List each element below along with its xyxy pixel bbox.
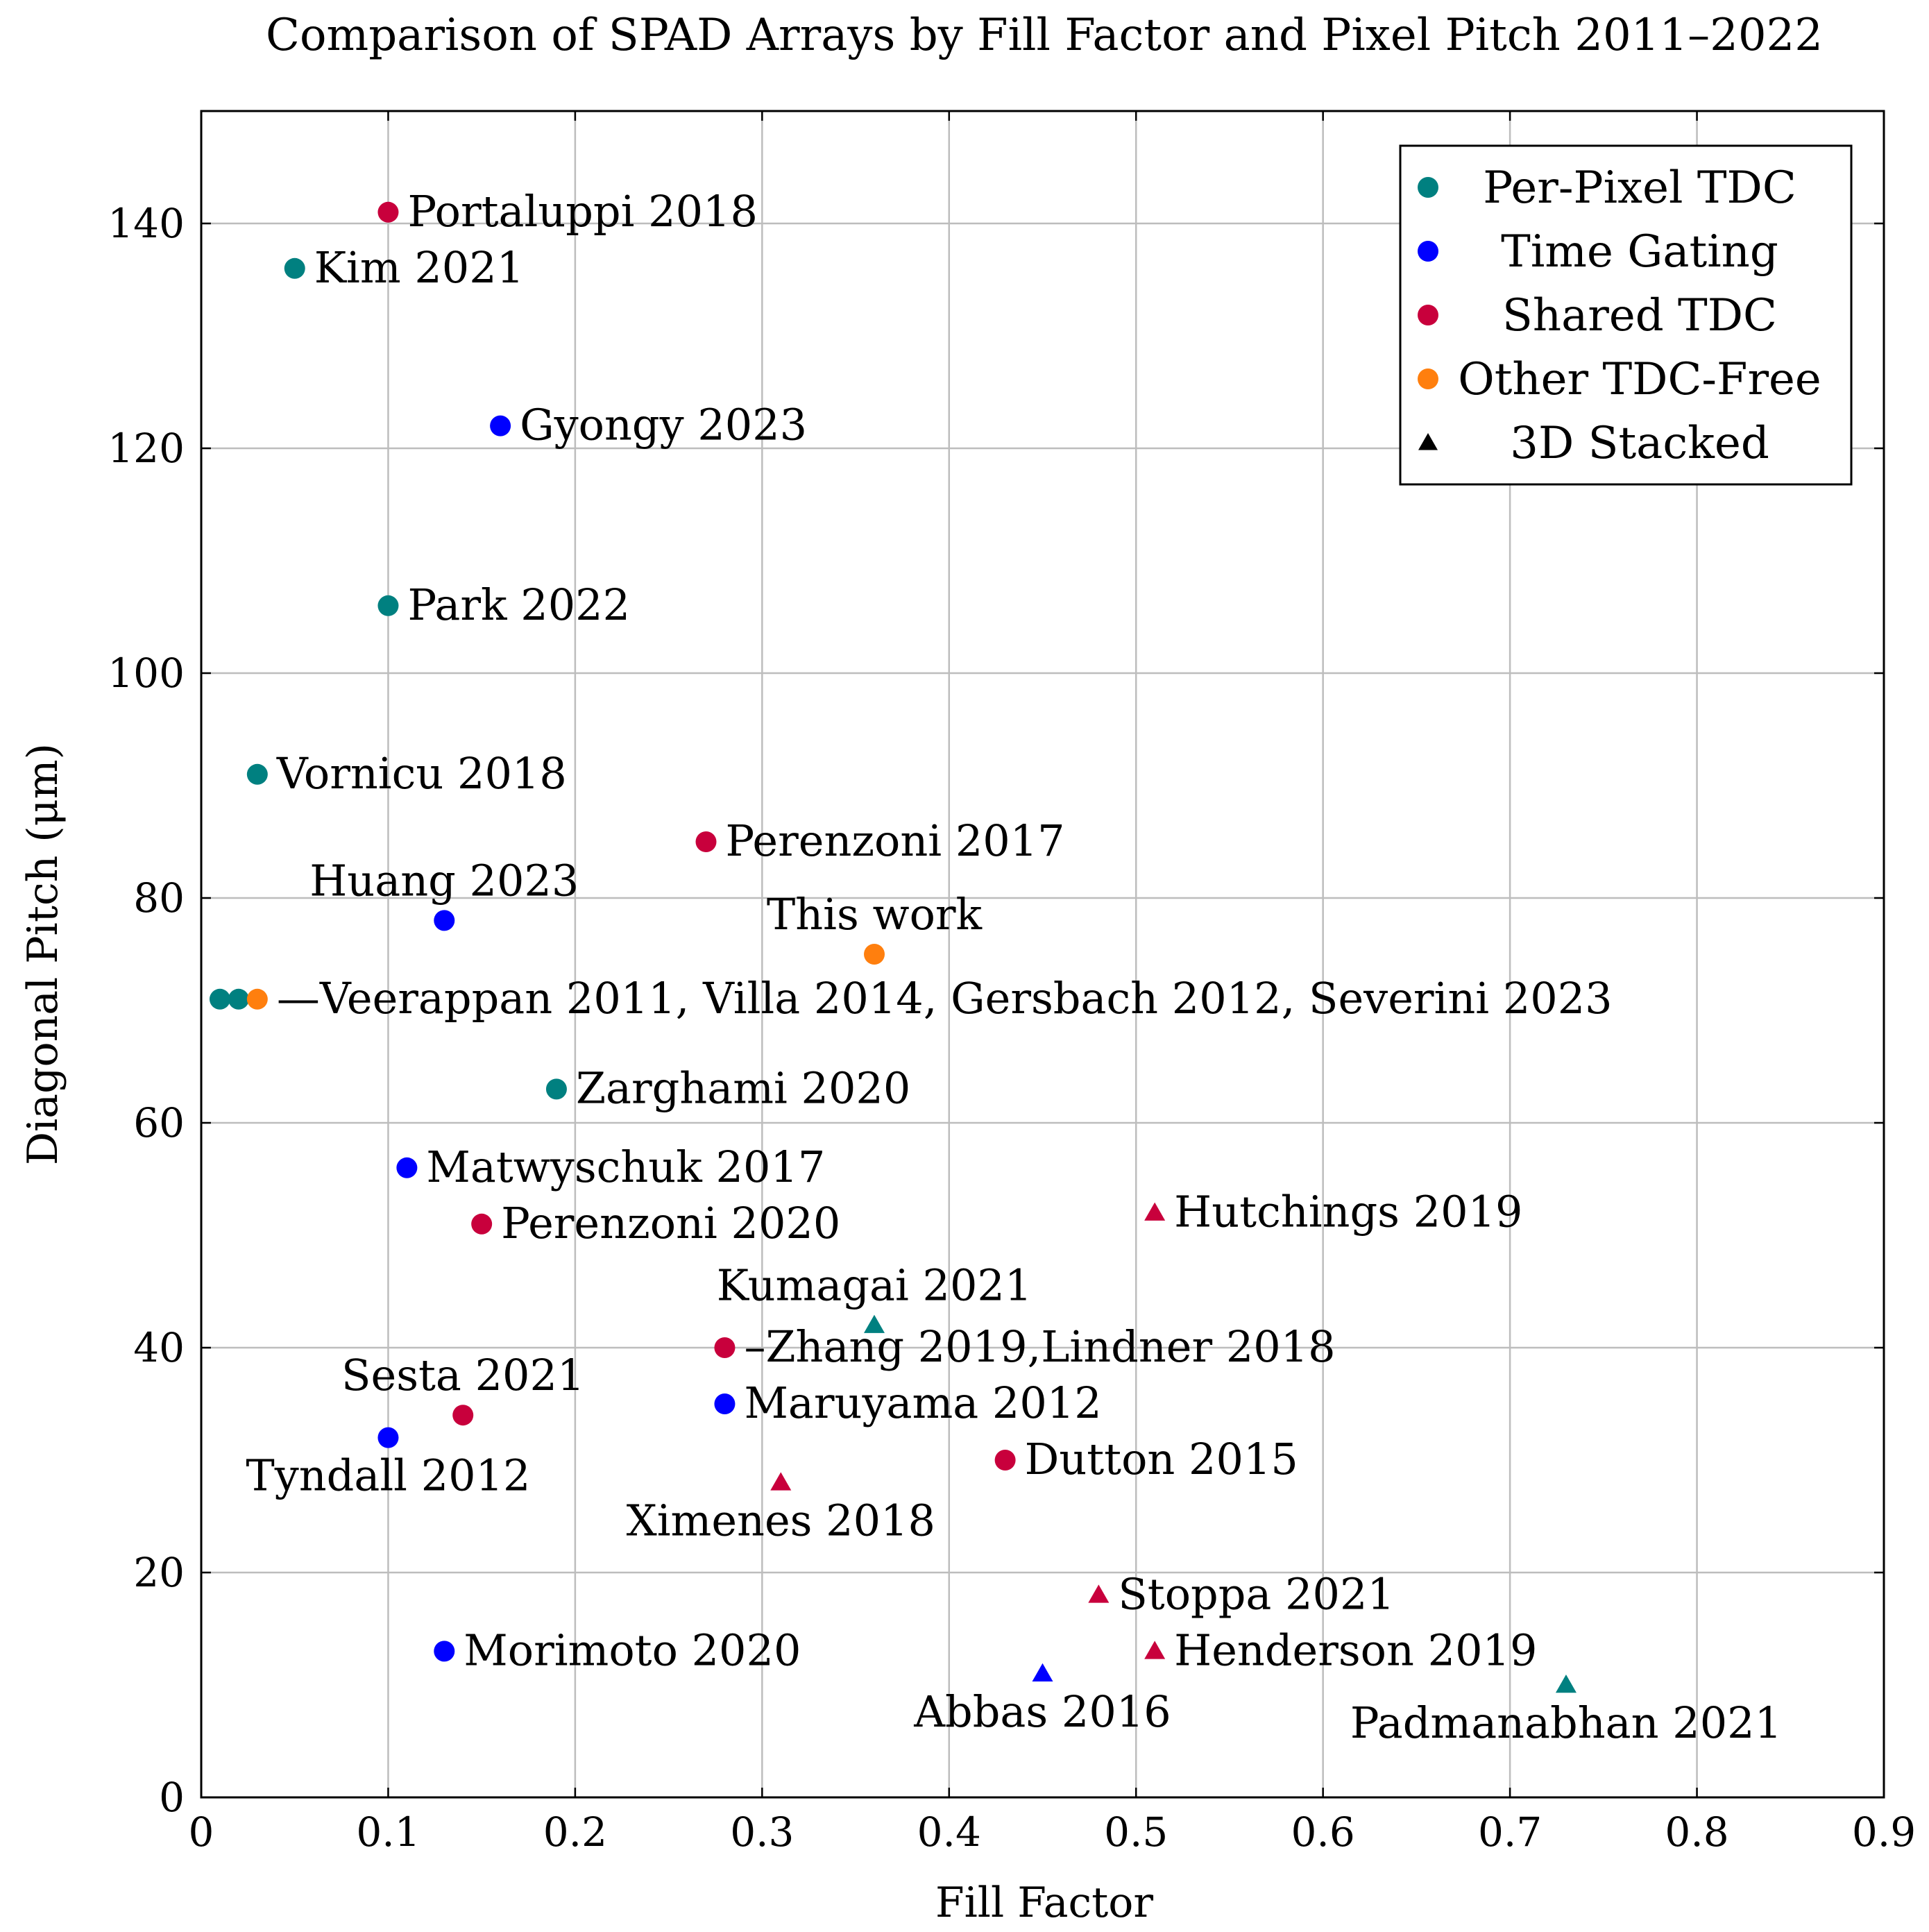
point-label: Dutton 2015 bbox=[1025, 1434, 1298, 1484]
point-label: Matwyschuk 2017 bbox=[426, 1142, 825, 1192]
point-label: Morimoto 2020 bbox=[464, 1625, 801, 1675]
legend-label: Shared TDC bbox=[1502, 290, 1777, 341]
point-marker bbox=[377, 201, 399, 223]
point-label: Portaluppi 2018 bbox=[407, 186, 758, 237]
plot-frame bbox=[200, 110, 1885, 1799]
y-tick-label: 100 bbox=[108, 650, 185, 697]
point-marker bbox=[471, 1213, 493, 1235]
y-tick-label: 120 bbox=[108, 425, 185, 472]
stacked-point-marker bbox=[1144, 1641, 1166, 1659]
point-label: Maruyama 2012 bbox=[744, 1378, 1101, 1428]
legend: Per-Pixel TDC Time Gating Shared TDC Other … bbox=[1399, 144, 1853, 486]
point-label: –Zhang 2019,Lindner 2018 bbox=[744, 1321, 1335, 1372]
y-tick-label: 20 bbox=[133, 1549, 185, 1596]
point-marker bbox=[246, 988, 268, 1010]
legend-box bbox=[1399, 144, 1853, 486]
x-tick-label: 0.8 bbox=[1665, 1808, 1728, 1856]
point-label: Zarghami 2020 bbox=[576, 1062, 910, 1113]
point-marker bbox=[695, 831, 717, 852]
point-label: Sesta 2021 bbox=[341, 1350, 584, 1400]
point-marker bbox=[490, 415, 511, 437]
point-label: Tyndall 2012 bbox=[246, 1450, 530, 1501]
point-marker bbox=[209, 988, 230, 1010]
point-label: Gyongy 2023 bbox=[520, 400, 807, 450]
point-label: Henderson 2019 bbox=[1174, 1625, 1537, 1675]
point-marker bbox=[228, 988, 249, 1010]
legend-marker bbox=[1418, 368, 1438, 389]
legend-label: Per-Pixel TDC bbox=[1483, 162, 1796, 214]
point-marker bbox=[434, 1641, 455, 1662]
stacked-point-marker bbox=[864, 1314, 885, 1333]
point-marker bbox=[377, 1427, 399, 1448]
stacked-point-marker bbox=[1088, 1584, 1110, 1603]
x-tick-label: 0.7 bbox=[1478, 1808, 1542, 1856]
y-tick-label: 60 bbox=[133, 1099, 185, 1146]
point-marker bbox=[434, 910, 455, 931]
point-label: Huang 2023 bbox=[309, 855, 579, 906]
stacked-point-marker bbox=[1144, 1202, 1166, 1221]
stacked-point-marker bbox=[770, 1472, 792, 1491]
axis-ticks: 0 0.1 0.2 0.3 0.4 0.5 0.6 0.7 0.8 0.9 0 20 40 60 80 100… bbox=[108, 111, 1916, 1856]
point-label: Padmanabhan 2021 bbox=[1350, 1697, 1782, 1748]
point-label: Vornicu 2018 bbox=[276, 748, 567, 799]
chart-title: Comparison of SPAD Arrays by Fill Factor… bbox=[266, 10, 1823, 61]
y-axis-label: Diagonal Pitch (μm) bbox=[19, 743, 67, 1165]
point-label: Kumagai 2021 bbox=[717, 1260, 1033, 1311]
x-tick-label: 0.1 bbox=[356, 1808, 420, 1856]
point-label: Ximenes 2018 bbox=[627, 1495, 935, 1545]
x-axis-label: Fill Factor bbox=[935, 1879, 1153, 1927]
legend-label: 3D Stacked bbox=[1510, 418, 1769, 469]
point-marker bbox=[246, 763, 268, 785]
point-label: This work bbox=[767, 889, 983, 940]
point-marker bbox=[714, 1393, 736, 1414]
x-tick-label: 0.3 bbox=[730, 1808, 794, 1856]
point-label: Perenzoni 2020 bbox=[501, 1198, 840, 1248]
x-tick-label: 0.5 bbox=[1104, 1808, 1168, 1856]
y-tick-label: 40 bbox=[133, 1324, 185, 1371]
point-marker bbox=[994, 1450, 1016, 1471]
point-marker bbox=[284, 257, 305, 279]
point-label: Stoppa 2021 bbox=[1118, 1568, 1395, 1619]
point-label: Perenzoni 2017 bbox=[726, 815, 1065, 866]
point-marker bbox=[377, 595, 399, 616]
point-marker bbox=[452, 1405, 474, 1426]
point-label: —Veerappan 2011, Villa 2014, Gersbach 20… bbox=[277, 973, 1613, 1024]
point-label: Park 2022 bbox=[407, 579, 630, 630]
legend-marker bbox=[1418, 177, 1438, 198]
point-marker bbox=[396, 1157, 418, 1178]
point-marker bbox=[714, 1337, 736, 1358]
point-label: Hutchings 2019 bbox=[1174, 1187, 1522, 1237]
point-marker bbox=[545, 1078, 567, 1100]
stacked-point-marker bbox=[1032, 1663, 1053, 1682]
legend-label: Other TDC-Free bbox=[1458, 354, 1821, 405]
x-tick-label: 0.9 bbox=[1852, 1808, 1916, 1856]
x-tick-label: 0.6 bbox=[1291, 1808, 1355, 1856]
data-points bbox=[209, 201, 1577, 1693]
point-marker bbox=[864, 944, 885, 965]
y-tick-label: 0 bbox=[159, 1774, 185, 1821]
point-label: Kim 2021 bbox=[314, 242, 524, 293]
legend-label: Time Gating bbox=[1501, 226, 1778, 278]
x-tick-label: 0.2 bbox=[543, 1808, 607, 1856]
stacked-point-marker bbox=[1555, 1675, 1577, 1693]
point-label: Abbas 2016 bbox=[913, 1686, 1171, 1737]
legend-marker bbox=[1418, 241, 1438, 262]
x-tick-label: 0 bbox=[189, 1808, 214, 1856]
y-tick-label: 80 bbox=[133, 874, 185, 922]
legend-marker-3d-stacked bbox=[1418, 433, 1438, 450]
x-tick-label: 0.4 bbox=[917, 1808, 981, 1856]
y-tick-label: 140 bbox=[108, 200, 185, 247]
legend-marker bbox=[1418, 305, 1438, 325]
